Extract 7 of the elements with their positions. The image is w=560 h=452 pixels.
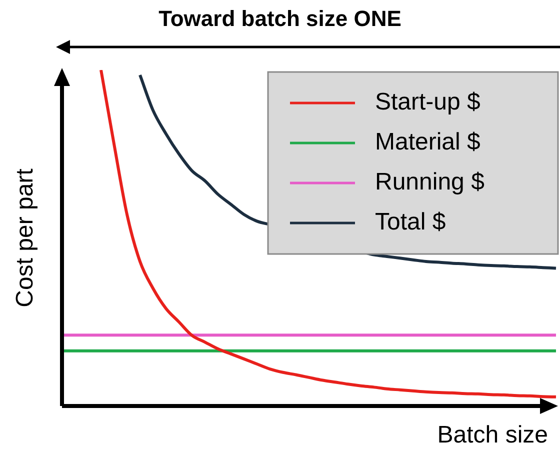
legend-label: Total $ <box>375 208 446 236</box>
x-axis-title: Batch size <box>437 422 548 449</box>
chart-title: Toward batch size ONE <box>158 6 402 32</box>
legend-label: Running $ <box>375 168 484 196</box>
legend-label: Material $ <box>375 128 480 156</box>
legend-label: Start-up $ <box>375 88 480 116</box>
y-axis-title: Cost per part <box>12 168 39 308</box>
